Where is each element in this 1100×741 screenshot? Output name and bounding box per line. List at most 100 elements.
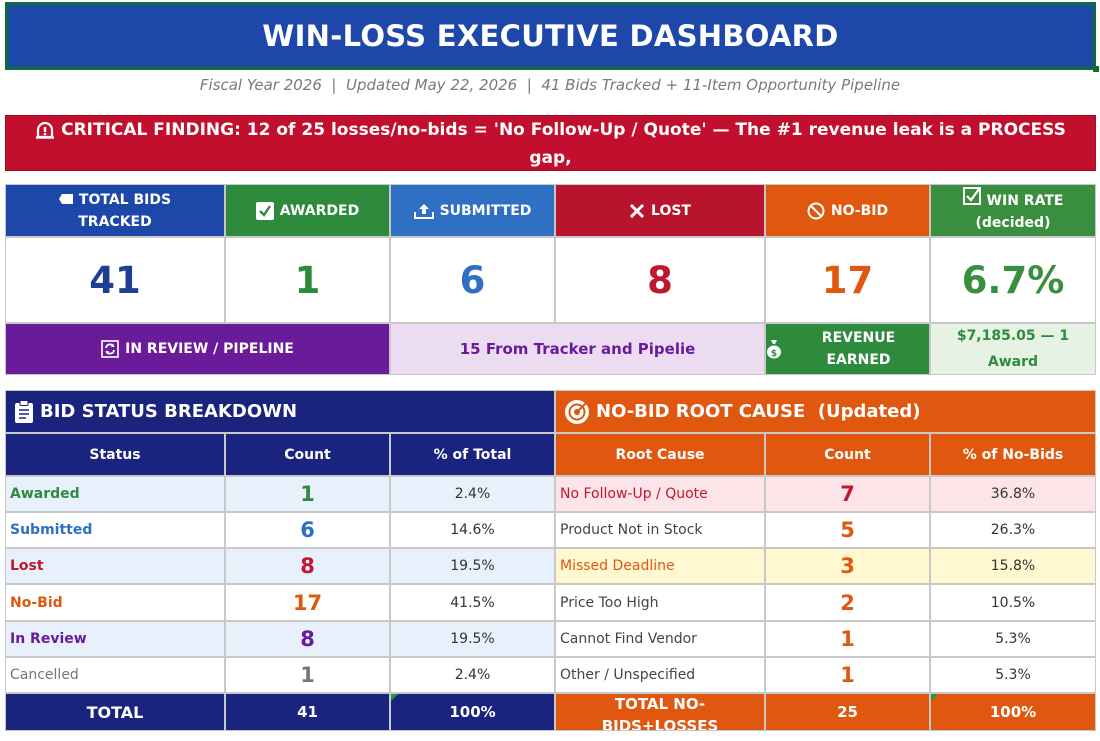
finding-line-1: CRITICAL FINDING: 12 of 25 losses/no-bid… <box>61 120 1066 168</box>
kpi-label-line2: TRACKED <box>78 213 152 230</box>
kpi-header-submitted: SUBMITTED <box>390 184 555 237</box>
svg-text:$: $ <box>771 349 777 359</box>
cell-selection-handle[interactable] <box>1093 66 1099 72</box>
kpi-label: SUBMITTED <box>439 202 532 219</box>
kpi-value-win-rate: 6.7% <box>930 237 1096 323</box>
root-cause-pct: 5.3% <box>930 657 1096 693</box>
no-bid-total-label-line2: BIDS+LOSSES <box>601 717 719 731</box>
bid-status-pct: 19.5% <box>390 621 555 657</box>
kpi-header-win-rate: WIN RATE (decided) <box>930 184 1096 237</box>
bid-status-pct: 2.4% <box>390 657 555 693</box>
kpi-value-submitted: 6 <box>390 237 555 323</box>
bid-status-section-header: BID STATUS BREAKDOWN <box>5 390 555 433</box>
bid-status-total-label: TOTAL <box>5 693 225 731</box>
clipboard-icon <box>14 399 34 424</box>
pipeline-label: IN REVIEW / PIPELINE <box>125 341 294 357</box>
ban-icon <box>807 202 825 220</box>
bid-status-label: In Review <box>5 621 225 657</box>
bid-status-pct: 2.4% <box>390 476 555 512</box>
bid-status-label: Lost <box>5 548 225 584</box>
revenue-label: REVENUE EARNED <box>821 330 896 368</box>
revenue-value-line1: $7,185.05 — 1 <box>956 328 1070 344</box>
bid-status-count: 8 <box>225 621 390 657</box>
kpi-label: WIN RATE <box>986 193 1064 209</box>
alert-icon <box>35 121 55 139</box>
col-header-count: Count <box>225 433 390 476</box>
target-icon <box>564 399 590 425</box>
kpi-header-total-bids: TOTAL BIDS TRACKED <box>5 184 225 237</box>
root-cause-count: 1 <box>765 657 930 693</box>
tag-icon <box>58 193 73 204</box>
kpi-label: AWARDED <box>279 202 360 219</box>
dashboard-subtitle: Fiscal Year 2026 | Updated May 22, 2026 … <box>199 76 901 94</box>
root-cause-label: Cannot Find Vendor <box>555 621 765 657</box>
revenue-value: $7,185.05 — 1 Award <box>930 323 1096 375</box>
bid-status-total-pct: 100% <box>390 693 555 731</box>
bid-status-pct: 41.5% <box>390 584 555 621</box>
root-cause-count: 1 <box>765 621 930 657</box>
bid-status-label: Awarded <box>5 476 225 512</box>
bid-status-label: No-Bid <box>5 584 225 621</box>
pipeline-label-cell: IN REVIEW / PIPELINE <box>5 323 390 375</box>
root-cause-label: No Follow-Up / Quote <box>555 476 765 512</box>
col-header-no-bid-count: Count <box>765 433 930 476</box>
kpi-header-no-bid: NO-BID <box>765 184 930 237</box>
root-cause-label: Other / Unspecified <box>555 657 765 693</box>
dashboard-title: WIN-LOSS EXECUTIVE DASHBOARD <box>5 2 1096 70</box>
bid-status-count: 1 <box>225 476 390 512</box>
root-cause-pct: 15.8% <box>930 548 1096 584</box>
critical-finding-banner: CRITICAL FINDING: 12 of 25 losses/no-bid… <box>5 115 1096 196</box>
kpi-header-lost: LOST <box>555 184 765 237</box>
root-cause-label: Missed Deadline <box>555 548 765 584</box>
no-bid-title: NO-BID ROOT CAUSE (Updated) <box>596 401 921 422</box>
no-bid-total-pct: 100% <box>930 693 1096 731</box>
bid-status-count: 8 <box>225 548 390 584</box>
col-header-pct-no-bids: % of No-Bids <box>930 433 1096 476</box>
kpi-value-no-bid: 17 <box>765 237 930 323</box>
root-cause-count: 5 <box>765 512 930 548</box>
kpi-label: TOTAL BIDS <box>78 191 172 208</box>
upload-icon <box>413 203 434 219</box>
revenue-label-cell: $ REVENUE EARNED <box>765 323 930 375</box>
bid-status-total-count: 41 <box>225 693 390 731</box>
cell-comment-marker <box>931 694 938 701</box>
checkbox-pen-icon <box>962 187 981 205</box>
root-cause-count: 3 <box>765 548 930 584</box>
kpi-label: LOST <box>651 202 691 219</box>
bid-status-count: 1 <box>225 657 390 693</box>
root-cause-pct: 10.5% <box>930 584 1096 621</box>
bid-status-count: 6 <box>225 512 390 548</box>
root-cause-count: 2 <box>765 584 930 621</box>
x-icon <box>629 203 645 219</box>
root-cause-pct: 5.3% <box>930 621 1096 657</box>
root-cause-label: Price Too High <box>555 584 765 621</box>
revenue-value-line2: Award <box>987 354 1039 370</box>
kpi-value-total-bids: 41 <box>5 237 225 323</box>
bid-status-count: 17 <box>225 584 390 621</box>
bid-status-title: BID STATUS BREAKDOWN <box>40 401 298 422</box>
bid-status-pct: 19.5% <box>390 548 555 584</box>
money-bag-icon: $ <box>766 339 782 359</box>
col-header-pct-total: % of Total <box>390 433 555 476</box>
kpi-label-line2: (decided) <box>975 215 1051 231</box>
col-header-root-cause: Root Cause <box>555 433 765 476</box>
bid-status-pct: 14.6% <box>390 512 555 548</box>
bid-status-label: Submitted <box>5 512 225 548</box>
kpi-header-awarded: AWARDED <box>225 184 390 237</box>
no-bid-section-header: NO-BID ROOT CAUSE (Updated) <box>555 390 1096 433</box>
pipeline-value: 15 From Tracker and Pipelie <box>390 323 765 375</box>
refresh-icon <box>101 340 119 358</box>
no-bid-total-count: 25 <box>765 693 930 731</box>
root-cause-count: 7 <box>765 476 930 512</box>
kpi-value-awarded: 1 <box>225 237 390 323</box>
bid-status-label: Cancelled <box>5 657 225 693</box>
root-cause-pct: 36.8% <box>930 476 1096 512</box>
checkbox-icon <box>255 201 274 220</box>
root-cause-pct: 26.3% <box>930 512 1096 548</box>
no-bid-total-label-line1: TOTAL NO- <box>614 695 706 713</box>
col-header-status: Status <box>5 433 225 476</box>
kpi-value-lost: 8 <box>555 237 765 323</box>
no-bid-total-label: TOTAL NO- BIDS+LOSSES <box>555 693 765 731</box>
cell-comment-marker <box>391 694 398 701</box>
root-cause-label: Product Not in Stock <box>555 512 765 548</box>
